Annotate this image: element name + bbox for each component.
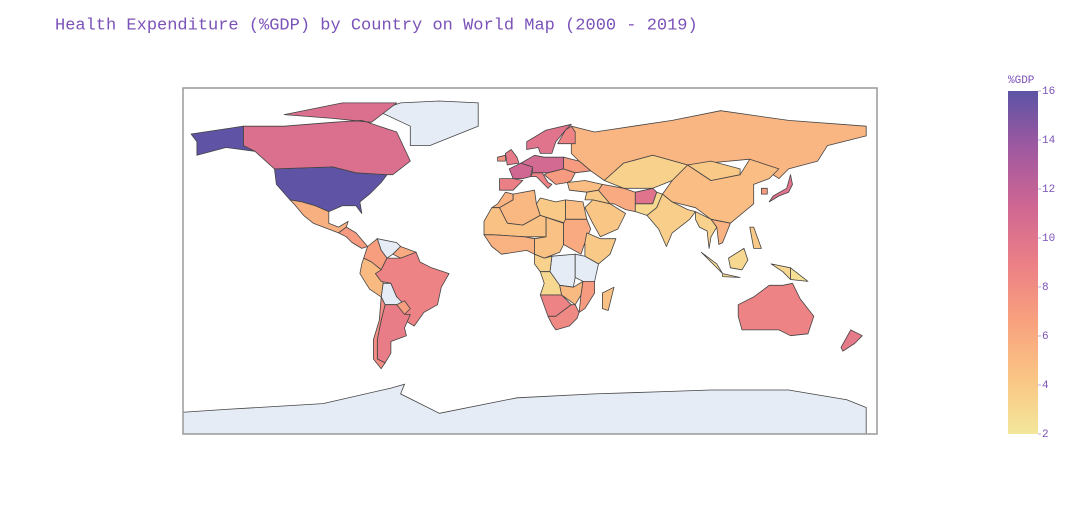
country — [737, 282, 815, 337]
country — [375, 251, 450, 327]
country — [598, 184, 636, 212]
country — [499, 178, 524, 191]
no-data-region — [376, 100, 479, 146]
country — [570, 110, 867, 181]
country — [687, 160, 741, 181]
country — [563, 156, 592, 174]
country — [505, 149, 520, 166]
colorbar-title: %GDP — [1008, 75, 1035, 87]
colorbar-tick-label: 14 — [1042, 135, 1056, 147]
country — [483, 234, 535, 255]
country — [749, 226, 762, 249]
colorbar-tick-label: 16 — [1042, 86, 1055, 98]
colorbar — [1008, 91, 1038, 434]
map — [183, 100, 867, 434]
country — [547, 304, 580, 331]
country — [530, 172, 553, 189]
country — [578, 281, 595, 313]
colorbar-tick-label: 4 — [1042, 380, 1049, 392]
chart-title: Health Expenditure (%GDP) by Country on … — [55, 16, 698, 35]
country — [700, 248, 791, 280]
country — [526, 123, 572, 154]
country — [710, 218, 731, 245]
country — [565, 199, 588, 220]
colorbar-tick-label: 8 — [1042, 282, 1049, 294]
country — [602, 286, 615, 311]
country — [761, 187, 768, 195]
country — [584, 199, 626, 238]
map-frame — [182, 87, 878, 435]
country — [768, 174, 793, 203]
country — [289, 199, 349, 234]
colorbar-tick-label: 6 — [1042, 331, 1049, 343]
country — [373, 296, 386, 370]
country — [790, 267, 809, 282]
no-data-region — [183, 383, 867, 434]
country — [338, 226, 368, 249]
colorbar-tick-label: 12 — [1042, 184, 1055, 196]
colorbar-tick-label: 2 — [1042, 429, 1049, 441]
colorbar-tick-label: 10 — [1042, 233, 1055, 245]
country — [584, 232, 617, 265]
country — [243, 102, 411, 176]
country — [557, 125, 576, 145]
country — [840, 329, 863, 352]
country — [497, 154, 506, 162]
